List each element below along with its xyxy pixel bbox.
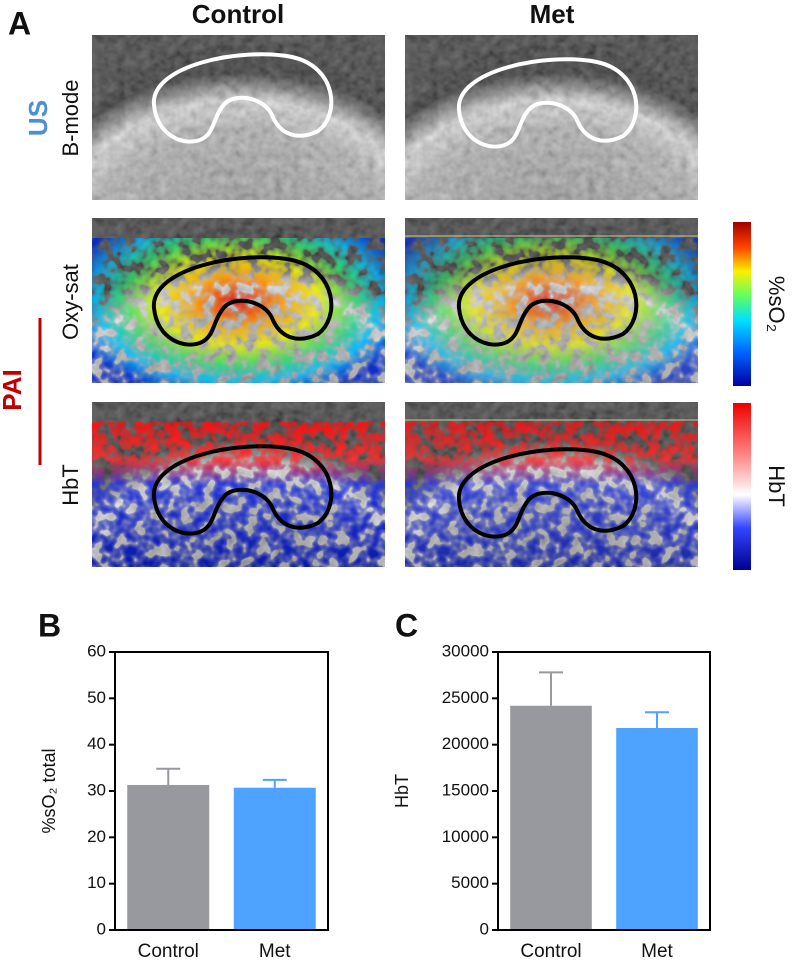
panel-label: C: [395, 607, 418, 643]
y-tick-label: 60: [87, 641, 106, 660]
column-header: Control: [192, 0, 284, 29]
image-panel: [405, 402, 698, 567]
y-axis-label: %sO₂ total: [39, 748, 59, 833]
row-label: B-mode: [58, 79, 83, 156]
y-tick-label: 5000: [451, 873, 489, 892]
image-panel: [405, 218, 698, 383]
bar: [127, 784, 210, 930]
y-tick-label: 50: [87, 688, 106, 707]
column-header: Met: [530, 0, 575, 29]
panel-label: A: [8, 5, 31, 41]
panel-label: B: [38, 607, 61, 643]
colorbar-label: %sO₂: [764, 276, 789, 332]
modality-label: PAI: [0, 369, 27, 410]
y-tick-label: 0: [97, 919, 106, 938]
row-label: Oxy-sat: [58, 264, 83, 340]
y-tick-label: 30: [87, 780, 106, 799]
y-tick-label: 20000: [442, 734, 489, 753]
image-panel: [92, 402, 385, 567]
row-label: HbT: [58, 464, 83, 506]
plot-frame: [497, 651, 711, 931]
colorbar: [733, 403, 751, 570]
y-tick-label: 0: [480, 919, 489, 938]
bar: [616, 727, 698, 930]
x-tick-label: Control: [520, 941, 581, 962]
y-tick-label: 20: [87, 827, 106, 846]
x-tick-label: Met: [641, 941, 673, 962]
y-axis-label: HbT: [392, 774, 412, 808]
image-panel: [92, 218, 385, 383]
y-tick-label: 40: [87, 734, 106, 753]
y-tick-label: 10: [87, 873, 106, 892]
plot-frame: [114, 651, 329, 931]
bar: [233, 787, 316, 930]
y-tick-label: 15000: [442, 780, 489, 799]
modality-label: US: [23, 100, 53, 136]
x-tick-label: Met: [259, 941, 291, 962]
colorbar: [733, 222, 751, 386]
y-tick-label: 25000: [442, 688, 489, 707]
colorbar-label: HbT: [764, 465, 789, 507]
bar: [510, 705, 592, 930]
y-tick-label: 30000: [442, 641, 489, 660]
x-tick-label: Control: [138, 941, 199, 962]
y-tick-label: 10000: [442, 827, 489, 846]
